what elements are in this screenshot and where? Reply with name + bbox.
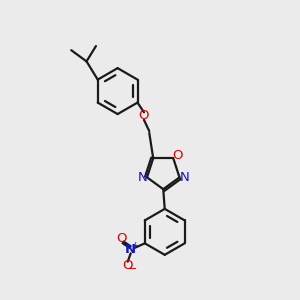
Text: −: − [128,264,137,274]
Text: +: + [131,241,139,250]
Text: N: N [137,171,147,184]
Text: O: O [122,259,132,272]
Text: O: O [173,149,183,162]
Text: N: N [125,243,136,256]
Text: N: N [179,171,189,184]
Text: O: O [139,109,149,122]
Text: O: O [116,232,127,245]
